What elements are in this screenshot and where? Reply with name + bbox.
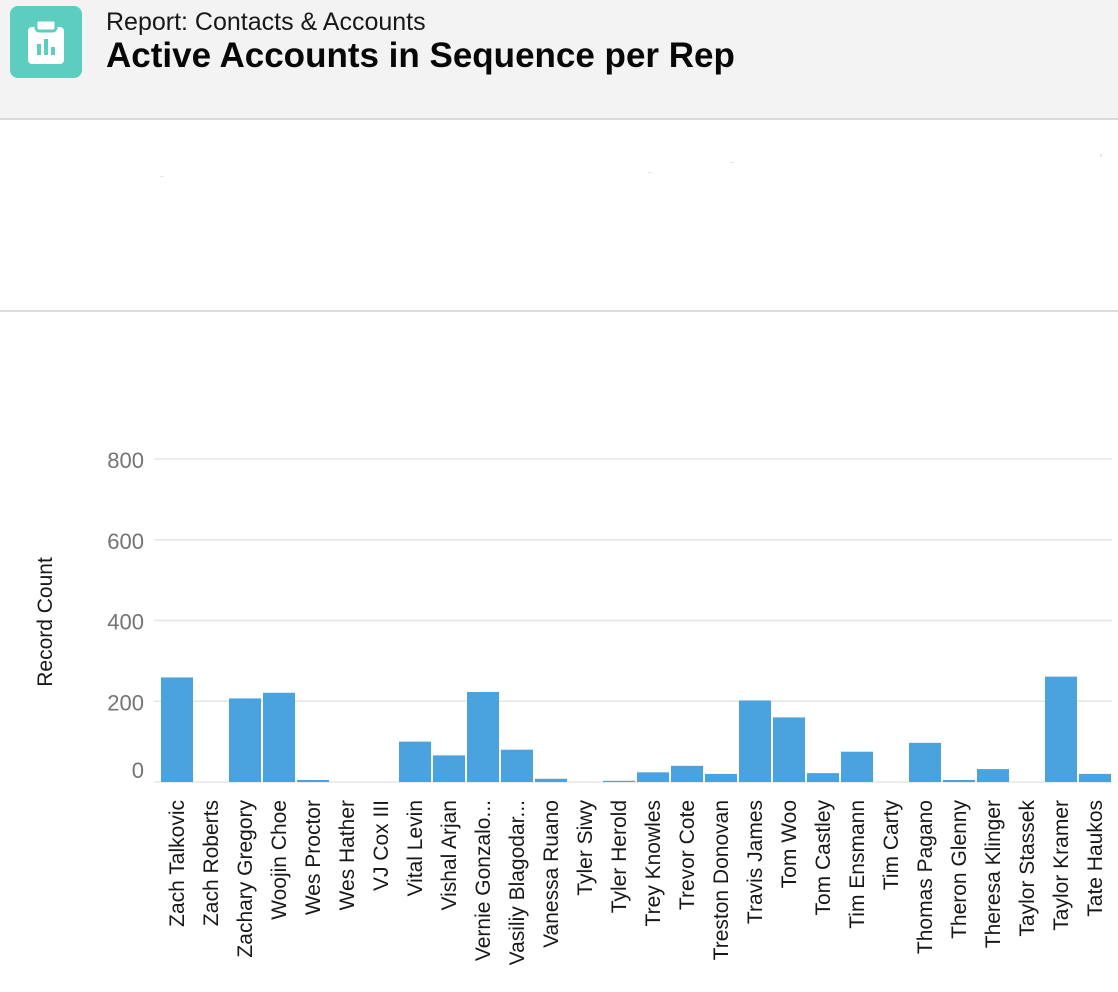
- report-type-label: Report: Contacts & Accounts: [106, 8, 426, 36]
- bar: [841, 751, 873, 782]
- bar: [399, 741, 431, 782]
- bar: [501, 749, 533, 782]
- y-tick-label: 0: [132, 758, 144, 783]
- bar: [977, 769, 1009, 782]
- x-tick-label: VJ Cox III: [370, 800, 393, 891]
- report-header: Report: Contacts & Accounts Active Accou…: [0, 0, 1118, 120]
- x-tick-label: Vernie Gonzalo...: [472, 800, 495, 961]
- y-axis-title: Record Count: [34, 557, 57, 687]
- x-tick-label: Zach Roberts: [200, 800, 223, 926]
- chart-placeholder-panel: [0, 120, 1118, 312]
- x-tick-label: Wes Hather: [336, 800, 359, 911]
- x-tick-label: Taylor Kramer: [1050, 800, 1073, 931]
- x-tick-label: Tom Woo: [778, 800, 801, 888]
- bar: [705, 773, 737, 782]
- bar: [1079, 773, 1111, 782]
- bar: [943, 779, 975, 782]
- x-tick-label: Tim Carty: [880, 800, 903, 891]
- x-tick-label: Trey Knowles: [642, 800, 665, 926]
- y-tick-label: 400: [107, 610, 144, 635]
- bar: [229, 698, 261, 782]
- x-tick-label: Wes Proctor: [302, 800, 325, 915]
- bar: [637, 772, 669, 782]
- bar: [671, 765, 703, 782]
- x-tick-label: Taylor Stassek: [1016, 800, 1039, 937]
- x-tick-label: Woojin Choe: [268, 800, 291, 920]
- x-tick-label: Zachary Gregory: [234, 800, 257, 958]
- bar: [535, 778, 567, 782]
- bar: [1045, 676, 1077, 782]
- bar-chart: 0 200 400 600 800 Zach Talkovic Zach Roberts Za…: [34, 448, 1112, 965]
- bar: [467, 691, 499, 782]
- y-tick-label: 800: [107, 448, 144, 473]
- report-icon: [10, 6, 82, 78]
- x-tick-label: Thomas Pagano: [914, 800, 937, 954]
- x-tick-label: Vanessa Ruano: [540, 800, 563, 948]
- x-tick-label: Tyler Herold: [608, 800, 631, 913]
- bar: [739, 700, 771, 782]
- bar: [161, 677, 193, 782]
- x-tick-label: Tyler Siwy: [574, 800, 597, 896]
- x-tick-label: Vishal Arjan: [438, 800, 461, 911]
- x-tick-label: Theresa Klinger: [982, 800, 1005, 948]
- bar: [603, 780, 635, 782]
- bar: [297, 779, 329, 782]
- bar: [433, 755, 465, 782]
- x-tick-label: Theron Glenny: [948, 800, 971, 939]
- x-tick-label: Treston Donovan: [710, 800, 733, 960]
- bar: [263, 692, 295, 782]
- bar: [807, 773, 839, 782]
- x-tick-label: Zach Talkovic: [166, 800, 189, 927]
- page-title: Active Accounts in Sequence per Rep: [106, 36, 735, 75]
- y-tick-label: 600: [107, 529, 144, 554]
- x-tick-label: Tom Castley: [812, 800, 835, 916]
- bar: [773, 717, 805, 782]
- x-tick-label: Travis James: [744, 800, 767, 924]
- y-tick-label: 200: [107, 690, 144, 715]
- x-tick-label: Vital Levin: [404, 800, 427, 897]
- x-tick-label: Tate Haukos: [1084, 800, 1107, 917]
- x-tick-label: Vasiliy Blagodar...: [506, 800, 529, 965]
- x-tick-label: Tim Ensmann: [846, 800, 869, 929]
- x-tick-label: Trevor Cote: [676, 800, 699, 910]
- bar: [909, 742, 941, 782]
